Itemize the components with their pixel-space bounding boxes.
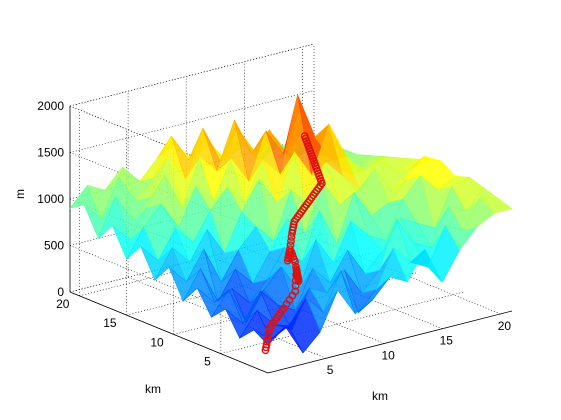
y-tick-label: 10	[150, 335, 164, 349]
axis-edge	[69, 291, 269, 374]
z-tick-label: 1500	[37, 146, 64, 160]
x-tick-label: 15	[440, 334, 454, 348]
path-marker	[287, 237, 295, 246]
path-marker	[291, 262, 300, 271]
path-marker	[300, 132, 309, 140]
flight-path	[261, 132, 326, 355]
axis-ticks: 0 500 1000 1500 2000 5 10 15 20 5 10 15 20	[37, 99, 511, 377]
y-tick-label: 20	[56, 297, 70, 311]
path-marker	[292, 267, 301, 276]
x-axis-label: km	[372, 389, 388, 403]
axis-edge	[267, 310, 513, 374]
z-tick-label: 500	[44, 239, 64, 253]
path-marker	[293, 272, 302, 281]
z-tick-label: 2000	[37, 99, 64, 113]
y-axis-label: km	[145, 382, 161, 396]
z-axis-label: m	[13, 189, 27, 199]
x-tick-label: 5	[327, 363, 334, 377]
path-marker	[294, 277, 303, 286]
watermark: CSDN @紫极神光	[404, 394, 526, 411]
x-tick-label: 20	[498, 319, 512, 333]
gridline	[69, 43, 315, 107]
x-tick-label: 10	[382, 348, 396, 362]
z-tick-label: 1000	[37, 192, 64, 206]
terrain-surface	[69, 94, 513, 354]
surface-patch	[479, 197, 513, 214]
z-tick-label: 0	[57, 285, 64, 299]
path-marker	[291, 287, 300, 296]
path-marker	[285, 245, 294, 254]
path-marker	[286, 241, 295, 250]
y-tick-label: 15	[103, 316, 117, 330]
y-tick-label: 5	[204, 355, 211, 369]
